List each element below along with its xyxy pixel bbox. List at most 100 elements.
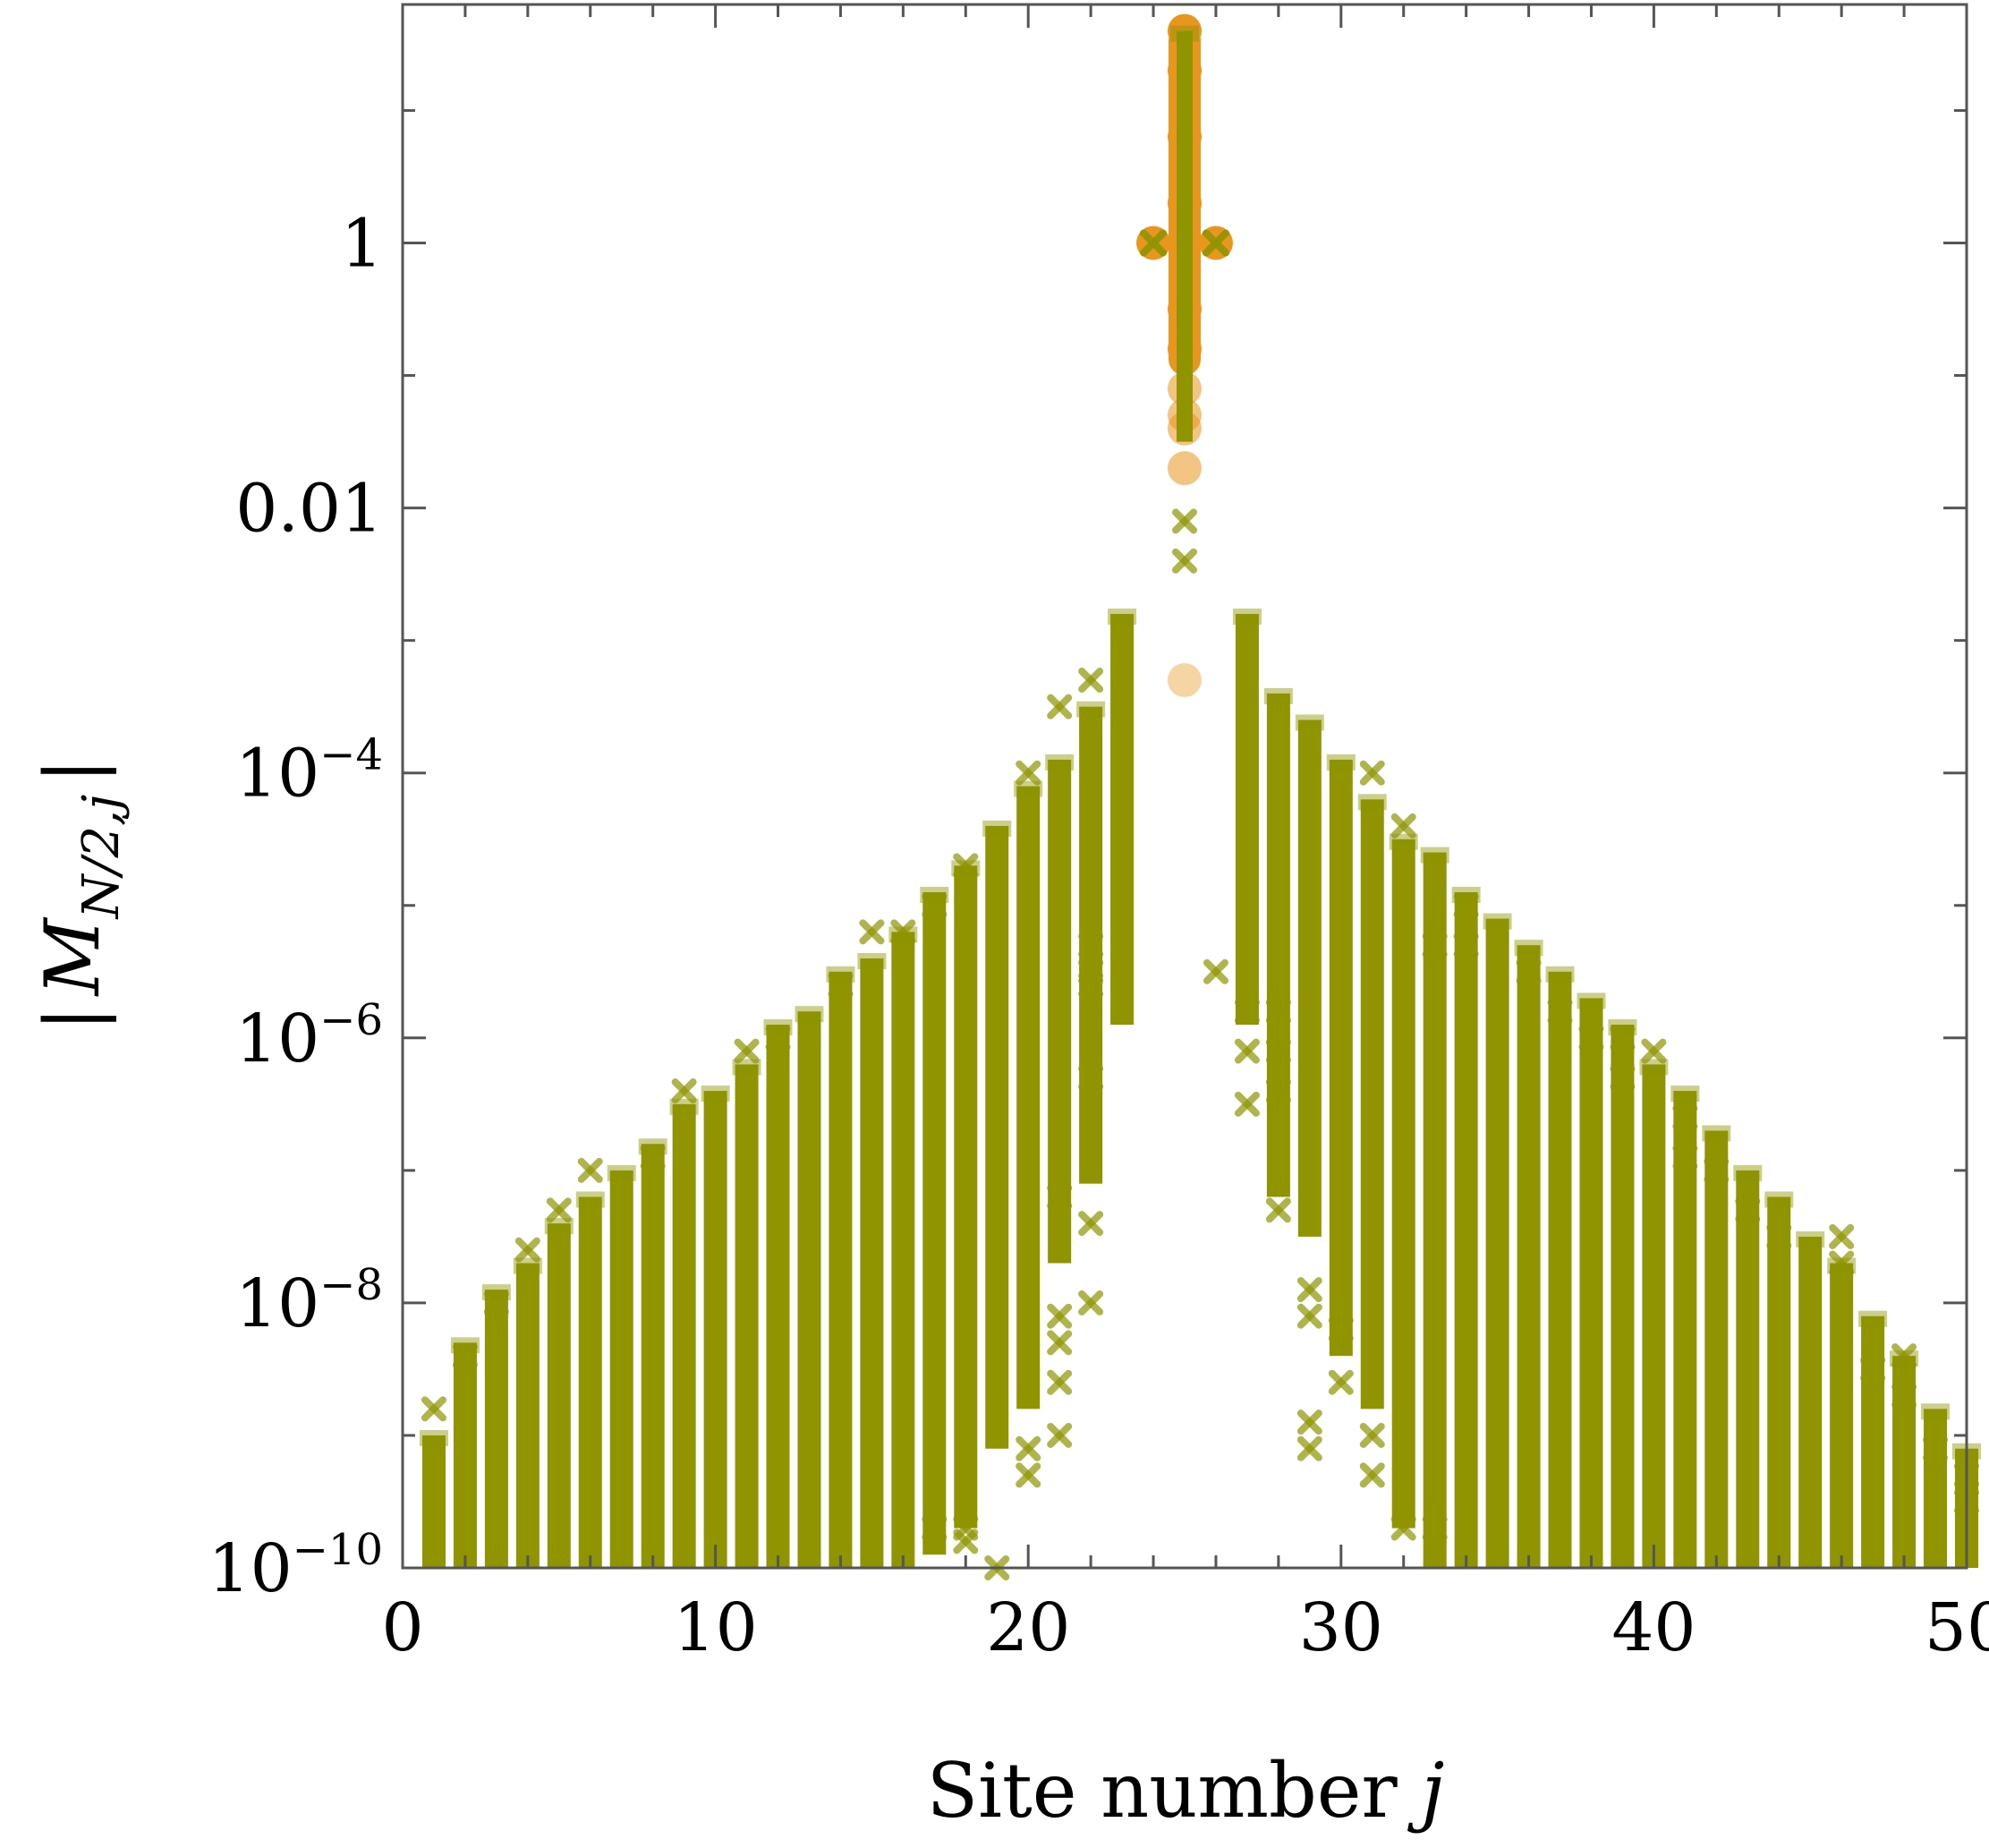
circle-point bbox=[1168, 451, 1202, 486]
cross-series-column bbox=[1360, 799, 1384, 1409]
x-axis-title-text: Site number bbox=[927, 1747, 1422, 1835]
cross-point bbox=[483, 1290, 509, 1316]
cross-point bbox=[1453, 892, 1479, 918]
cross-series-column bbox=[1704, 1130, 1729, 1568]
cross-column-cap bbox=[795, 1006, 824, 1023]
cross-series-column bbox=[1177, 30, 1193, 442]
cross-point bbox=[1328, 1369, 1354, 1395]
cross-series-column bbox=[609, 1170, 633, 1568]
cross-point bbox=[577, 1157, 603, 1183]
cross-point bbox=[1328, 1316, 1354, 1342]
cross-point bbox=[546, 1197, 572, 1223]
y-tick-label: 10−10 bbox=[208, 1525, 383, 1607]
cross-point bbox=[1078, 668, 1104, 694]
cross-point bbox=[1390, 813, 1416, 839]
cross-point bbox=[1923, 1435, 1949, 1461]
cross-column-cap bbox=[1076, 701, 1106, 718]
cross-point bbox=[1234, 999, 1260, 1025]
cross-point bbox=[1610, 1025, 1636, 1051]
cross-series-column bbox=[1485, 918, 1509, 1568]
cross-point bbox=[890, 919, 916, 945]
cross-point bbox=[1202, 229, 1229, 257]
cross-point bbox=[765, 1025, 791, 1051]
cross-series-column bbox=[1548, 971, 1572, 1568]
cross-point bbox=[1672, 1104, 1698, 1130]
cross-series-column bbox=[735, 1064, 759, 1568]
axis-ticks bbox=[401, 4, 1968, 1570]
cross-series-column bbox=[453, 1342, 477, 1568]
cross-point bbox=[1860, 1356, 1886, 1382]
cross-series-column bbox=[1861, 1316, 1885, 1568]
cross-point bbox=[828, 972, 854, 998]
cross-point bbox=[1296, 1303, 1322, 1329]
y-axis-title-subscript: N/2,j bbox=[72, 795, 131, 921]
cross-column-cap bbox=[1295, 714, 1324, 731]
cross-column-cap bbox=[982, 820, 1012, 837]
y-axis-title: | MN/2,j | bbox=[29, 758, 131, 1031]
y-tick-labels: 1 0.01 10−4 10−6 10−8 10−10 bbox=[208, 205, 383, 1607]
cross-point bbox=[1422, 933, 1448, 958]
cross-column-cap bbox=[1232, 609, 1262, 626]
y-tick-label: 10−4 bbox=[235, 730, 383, 813]
cross-column-cap bbox=[1263, 687, 1293, 704]
cross-point bbox=[1453, 933, 1479, 958]
cross-point bbox=[1016, 760, 1041, 786]
cross-series-column bbox=[1423, 852, 1447, 1568]
y-axis-title-bar-left: | bbox=[29, 1006, 116, 1031]
cross-point bbox=[1140, 229, 1168, 257]
cross-point bbox=[1704, 1157, 1730, 1183]
cross-series-column bbox=[672, 1103, 696, 1568]
cross-point bbox=[514, 1237, 540, 1263]
cross-point bbox=[421, 1396, 446, 1422]
cross-point bbox=[452, 1343, 478, 1369]
cross-point bbox=[1296, 1435, 1322, 1461]
x-axis-title: Site number j bbox=[927, 1747, 1445, 1835]
cross-series-column bbox=[515, 1263, 540, 1568]
cross-column-cap bbox=[1921, 1403, 1951, 1420]
y-axis-title-bar-right: | bbox=[29, 758, 116, 783]
cross-point bbox=[1547, 999, 1573, 1025]
cross-point bbox=[1359, 1422, 1385, 1448]
x-tick-label: 20 bbox=[986, 1589, 1070, 1666]
cross-series-column bbox=[1611, 1024, 1635, 1568]
cross-column-cap bbox=[1483, 913, 1512, 930]
cross-series-column bbox=[1297, 720, 1322, 1237]
cross-series-column bbox=[1235, 614, 1259, 1025]
cross-column-cap bbox=[419, 1429, 448, 1446]
cross-point bbox=[953, 853, 979, 879]
plot-area bbox=[419, 13, 1981, 1580]
x-tick-label: 10 bbox=[674, 1589, 758, 1666]
cross-series-column bbox=[703, 1091, 727, 1568]
cross-column-cap bbox=[1045, 754, 1075, 771]
cross-series-column bbox=[985, 825, 1009, 1449]
cross-series-column bbox=[578, 1197, 602, 1568]
cross-point bbox=[1047, 1422, 1073, 1448]
cross-point bbox=[1234, 1038, 1260, 1064]
cross-column-cap bbox=[857, 952, 887, 969]
cross-point bbox=[1234, 1091, 1260, 1117]
cross-point bbox=[1296, 1409, 1322, 1435]
cross-series-column bbox=[547, 1223, 571, 1568]
cross-point bbox=[1047, 1369, 1073, 1395]
cross-point bbox=[1078, 958, 1104, 984]
cross-series-column bbox=[954, 865, 978, 1529]
cross-series-column bbox=[1830, 1263, 1854, 1568]
cross-series-column bbox=[1048, 759, 1072, 1264]
cross-column-cap bbox=[1326, 754, 1356, 771]
cross-series-column bbox=[1579, 998, 1603, 1568]
cross-point bbox=[1047, 1303, 1073, 1329]
x-tick-label: 50 bbox=[1925, 1589, 1989, 1666]
cross-column-cap bbox=[1577, 992, 1606, 1009]
cross-series-column bbox=[922, 891, 947, 1555]
cross-series-column bbox=[1642, 1064, 1666, 1568]
cross-point bbox=[1359, 1462, 1385, 1488]
cross-point bbox=[640, 1145, 666, 1171]
x-tick-label: 30 bbox=[1299, 1589, 1383, 1666]
cross-series-column bbox=[860, 958, 884, 1568]
cross-point bbox=[1078, 1290, 1104, 1316]
cross-series-column bbox=[1798, 1236, 1823, 1568]
cross-column-cap bbox=[1357, 794, 1387, 811]
cross-point bbox=[1265, 1197, 1291, 1223]
x-tick-labels: 0 10 20 30 40 50 bbox=[381, 1589, 1989, 1666]
